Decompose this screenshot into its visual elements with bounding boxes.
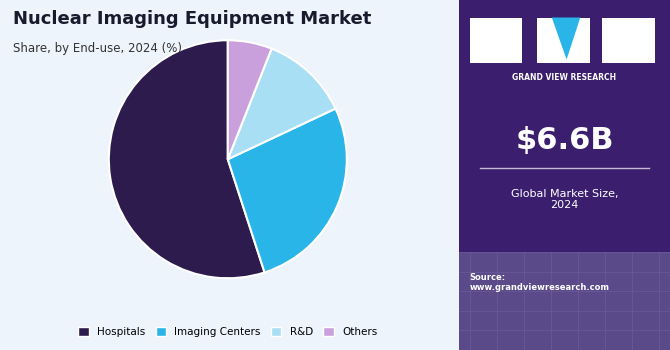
Bar [470, 18, 523, 63]
Text: GRAND VIEW RESEARCH: GRAND VIEW RESEARCH [513, 74, 616, 83]
Bar [602, 18, 655, 63]
Text: Source:
www.grandviewresearch.com: Source: www.grandviewresearch.com [470, 273, 610, 292]
Polygon shape [552, 18, 580, 60]
Text: Nuclear Imaging Equipment Market: Nuclear Imaging Equipment Market [13, 10, 372, 28]
Wedge shape [228, 108, 347, 272]
FancyBboxPatch shape [459, 0, 670, 350]
Legend: Hospitals, Imaging Centers, R&D, Others: Hospitals, Imaging Centers, R&D, Others [74, 323, 382, 341]
Bar [537, 18, 590, 63]
FancyBboxPatch shape [459, 252, 670, 350]
Wedge shape [228, 49, 336, 159]
Wedge shape [109, 40, 265, 278]
Text: $6.6B: $6.6B [515, 126, 614, 154]
Text: Share, by End-use, 2024 (%): Share, by End-use, 2024 (%) [13, 42, 182, 55]
Text: Global Market Size,
2024: Global Market Size, 2024 [511, 189, 618, 210]
Wedge shape [228, 40, 271, 159]
